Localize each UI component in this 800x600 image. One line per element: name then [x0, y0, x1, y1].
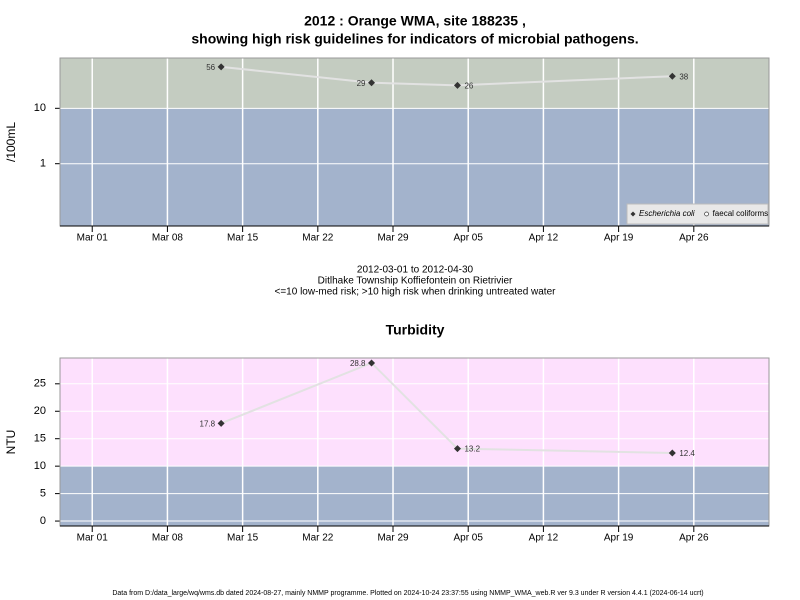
- legend-label: Escherichia coli: [639, 209, 695, 218]
- data-point: [668, 449, 676, 457]
- x-tick-label: Apr 19: [604, 533, 634, 544]
- x-tick-label: Apr 05: [453, 233, 483, 244]
- series-line: [221, 65, 673, 87]
- low-risk-band: [60, 466, 769, 526]
- x-tick-label: Mar 08: [152, 533, 184, 544]
- y-axis-label: NTU: [4, 430, 18, 455]
- x-tick-label: Apr 26: [679, 533, 709, 544]
- caption-line: 2012-03-01 to 2012-04-30: [357, 265, 474, 276]
- x-tick-label: Mar 01: [77, 233, 109, 244]
- data-label: 12.4: [679, 449, 695, 458]
- legend-marker: [630, 211, 636, 217]
- x-tick-label: Mar 29: [377, 533, 409, 544]
- y-tick-label: 20: [34, 405, 46, 417]
- data-point: [368, 79, 376, 87]
- chart-title: 2012 : Orange WMA, site 188235 ,: [304, 13, 526, 29]
- x-tick-label: Mar 01: [77, 533, 109, 544]
- data-label: 13.2: [464, 445, 480, 454]
- legend-label: faecal coliforms: [713, 209, 769, 218]
- caption-line: Ditlhake Township Koffiefontein on Rietr…: [318, 276, 513, 287]
- x-tick-label: Mar 29: [377, 233, 409, 244]
- x-tick-label: Apr 12: [529, 533, 559, 544]
- data-point: [368, 359, 376, 367]
- x-tick-label: Apr 26: [679, 233, 709, 244]
- data-label: 56: [206, 63, 215, 72]
- data-point: [453, 445, 461, 453]
- x-tick-label: Apr 05: [453, 533, 483, 544]
- data-point: [217, 419, 225, 427]
- x-tick-label: Mar 15: [227, 533, 259, 544]
- y-tick-label: 0: [40, 515, 46, 527]
- x-tick-label: Mar 22: [302, 533, 334, 544]
- footer: Data from D:/data_large/wq/wms.db dated …: [112, 590, 703, 597]
- y-tick-label: 10: [34, 460, 46, 472]
- data-point: [453, 81, 461, 89]
- data-label: 29: [357, 79, 366, 88]
- y-tick-label: 5: [40, 488, 46, 500]
- chart-subtitle: showing high risk guidelines for indicat…: [191, 31, 638, 47]
- x-tick-label: Mar 22: [302, 233, 334, 244]
- y-tick-label: 1: [40, 158, 46, 170]
- x-tick-label: Mar 15: [227, 233, 259, 244]
- data-label: 28.8: [350, 359, 366, 368]
- data-point: [668, 72, 676, 80]
- data-label: 26: [464, 81, 473, 90]
- y-axis-label: /100mL: [4, 122, 18, 162]
- y-tick-label: 25: [34, 378, 46, 390]
- y-tick-label: 10: [34, 102, 46, 114]
- high-risk-band: [60, 358, 769, 467]
- data-point: [217, 63, 225, 71]
- caption-line: <=10 low-med risk; >10 high risk when dr…: [275, 287, 557, 298]
- data-label: 38: [679, 72, 688, 81]
- legend-box: [626, 203, 769, 225]
- data-label: 17.8: [200, 419, 216, 428]
- y-tick-label: 15: [34, 433, 46, 445]
- x-tick-label: Apr 19: [604, 233, 634, 244]
- series-line: [220, 361, 673, 454]
- chart-title: Turbidity: [386, 322, 445, 338]
- x-tick-label: Apr 12: [529, 233, 559, 244]
- legend-marker: [704, 211, 709, 217]
- x-tick-label: Mar 08: [152, 233, 184, 244]
